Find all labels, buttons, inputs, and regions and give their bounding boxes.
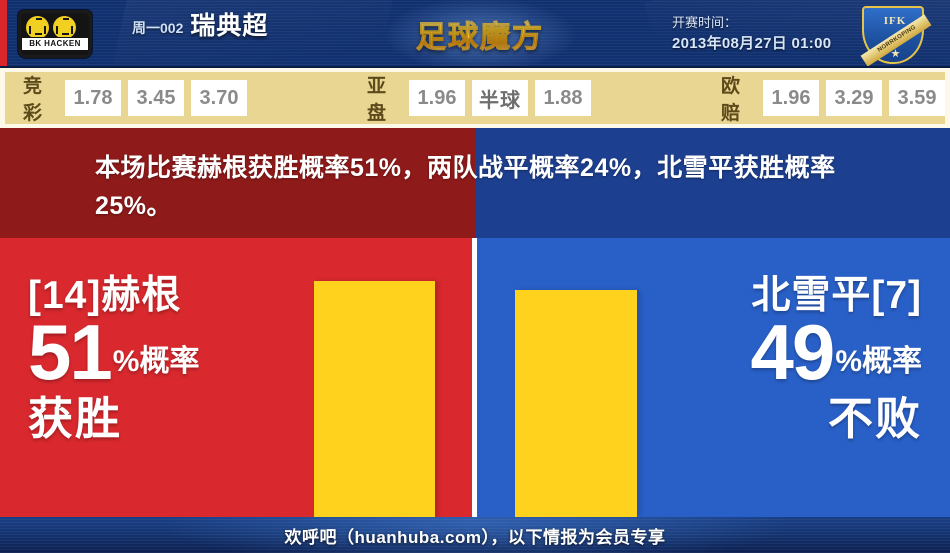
away-percent-row: 49 %概率 [750, 308, 922, 396]
bar-away-probability [515, 290, 637, 517]
odds-bar: 竞彩 1.78 3.45 3.70 亚盘 1.96 半球 1.88 欧赔 1.9… [5, 72, 945, 124]
away-crest-city: NORRKOPING [876, 24, 918, 54]
odds-cell-oupei-1[interactable]: 1.96 [763, 80, 819, 116]
home-percent-unit: %概率 [112, 345, 200, 379]
round-number: 周一002 [132, 20, 184, 36]
kickoff-block: 开赛时间： 2013年08月27日 01:00 [672, 14, 831, 55]
away-team-name: 北雪平[7] [751, 274, 922, 317]
probability-chart: [14]赫根 51 %概率 获胜 北雪平[7] 49 %概率 不败 [0, 238, 950, 517]
banner-text: 本场比赛赫根获胜概率51%，两队战平概率24%，北雪平获胜概率25%。 [95, 154, 836, 220]
odds-cell-yapan-2[interactable]: 1.88 [535, 80, 591, 116]
odds-group-oupei: 欧赔 1.96 3.29 3.59 [721, 71, 945, 125]
away-team-crest: IFK NORRKOPING [860, 6, 932, 67]
odds-label-jingcai: 竞彩 [23, 76, 44, 124]
banner-right-half [475, 128, 950, 238]
odds-bar-wrapper: 竞彩 1.78 3.45 3.70 亚盘 1.96 半球 1.88 欧赔 1.9… [0, 68, 950, 128]
odds-cell-jingcai-2[interactable]: 3.45 [128, 80, 184, 116]
odds-cell-oupei-3[interactable]: 3.59 [889, 80, 945, 116]
odds-cell-jingcai-3[interactable]: 3.70 [191, 80, 247, 116]
home-stat-block: [14]赫根 51 %概率 获胜 [28, 276, 199, 441]
site-logo-text: 足球魔方 [416, 12, 544, 56]
odds-cell-oupei-2[interactable]: 3.29 [826, 80, 882, 116]
away-crest-initials: IFK [883, 15, 907, 27]
site-logo[interactable]: 足球魔方 [380, 0, 580, 68]
logo-glow [380, 0, 580, 68]
footer-bar: 欢呼吧（huanhuba.com），以下情报为会员专享 [0, 517, 950, 553]
header-underline [0, 66, 950, 68]
star-icon [891, 49, 900, 58]
odds-cell-jingcai-1[interactable]: 1.78 [65, 80, 121, 116]
bar-home-probability [314, 281, 435, 517]
away-verdict: 不败 [827, 393, 922, 445]
home-team-name: [14]赫根 [28, 274, 182, 317]
away-percent-value: 49 [750, 308, 836, 396]
league-name: 瑞典超 [190, 12, 269, 40]
home-crest-banner: BK HACKEN [21, 37, 89, 51]
odds-cell-yapan-1[interactable]: 1.96 [409, 80, 465, 116]
kickoff-time: 2013年08月27日 01:00 [672, 34, 832, 52]
away-crest-shield-icon: IFK NORRKOPING [860, 6, 932, 67]
kickoff-label: 开赛时间： [672, 15, 738, 30]
panel-divider [472, 238, 477, 517]
home-crest-name: BK HACKEN [29, 39, 81, 48]
odds-cell-yapan-handicap[interactable]: 半球 [472, 80, 528, 116]
home-percent-row: 51 %概率 [28, 308, 200, 396]
home-verdict: 获胜 [28, 393, 123, 445]
odds-label-oupei: 欧赔 [721, 76, 742, 124]
away-stat-block: 北雪平[7] 49 %概率 不败 [751, 276, 922, 441]
home-team-crest: BK HACKEN [18, 10, 92, 58]
banner-left-half [0, 128, 475, 238]
away-percent-unit: %概率 [835, 345, 922, 379]
odds-label-yapan: 亚盘 [367, 76, 388, 124]
league-heading: 周一002 瑞典超 [132, 14, 268, 39]
footer-scanline-texture [0, 517, 950, 553]
home-percent-value: 51 [28, 308, 113, 396]
football-icon-right [51, 14, 78, 41]
left-accent-strip [0, 0, 7, 68]
header-scanline-texture [0, 0, 950, 68]
footer-text: 欢呼吧（huanhuba.com），以下情报为会员专享 [284, 527, 666, 547]
match-header: BK HACKEN 周一002 瑞典超 足球魔方 开赛时间： 2013年08月2… [0, 0, 950, 68]
odds-group-jingcai: 竞彩 1.78 3.45 3.70 [23, 71, 247, 125]
odds-group-yapan: 亚盘 1.96 半球 1.88 [367, 71, 591, 125]
probability-statement-banner: 本场比赛赫根获胜概率51%，两队战平概率24%，北雪平获胜概率25%。 [0, 128, 950, 238]
